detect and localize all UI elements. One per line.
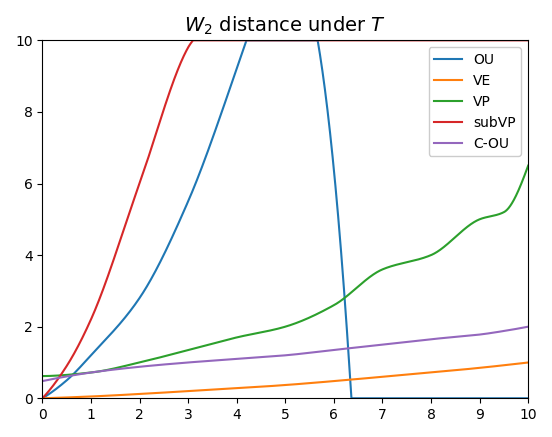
C-OU [123,365,130,371]
VP [225,337,232,342]
Title: $W_2$ distance under $T$: $W_2$ distance under $T$ [184,15,386,37]
C-OU [463,333,470,339]
VE [525,360,532,365]
subVP [94,301,101,306]
OU [463,395,470,401]
subVP [39,395,46,401]
VE [516,361,522,366]
subVP [226,38,232,43]
Line: subVP: subVP [43,40,528,398]
C-OU [225,357,232,362]
C-OU [94,369,101,374]
OU [247,38,253,43]
subVP [516,38,522,43]
VP [123,363,130,368]
OU [94,345,101,350]
VP [39,374,46,379]
Line: OU: OU [43,40,528,398]
VE [246,385,253,390]
VP [516,187,522,193]
C-OU [516,326,522,331]
VP [94,369,101,374]
C-OU [246,355,253,361]
VP [525,163,532,168]
Line: VE: VE [43,362,528,398]
OU [516,395,522,401]
VE [94,394,101,399]
C-OU [525,324,532,329]
VE [225,386,232,392]
VE [123,392,130,397]
OU [525,395,532,401]
subVP [190,38,197,43]
C-OU [39,378,46,384]
OU [123,313,130,318]
Legend: OU, VE, VP, subVP, C-OU: OU, VE, VP, subVP, C-OU [428,47,521,156]
Line: C-OU: C-OU [43,327,528,381]
OU [225,90,232,95]
Line: VP: VP [43,166,528,376]
VE [39,395,46,401]
OU [39,395,46,401]
subVP [247,38,253,43]
OU [243,38,250,43]
subVP [463,38,470,43]
VE [463,367,470,372]
subVP [525,38,532,43]
VP [246,332,253,337]
subVP [123,218,130,224]
VP [463,225,470,230]
